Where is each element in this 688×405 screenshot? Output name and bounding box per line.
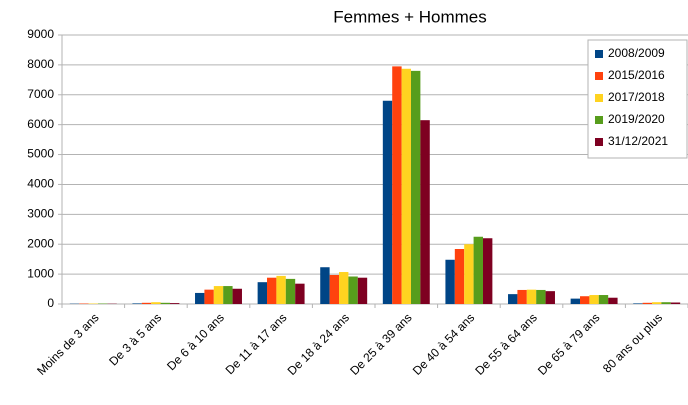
bar — [411, 71, 420, 304]
legend-swatch — [595, 72, 603, 80]
bar — [383, 101, 392, 304]
legend-label: 2019/2020 — [608, 112, 665, 126]
chart-title: Femmes + Hommes — [333, 7, 487, 26]
y-tick-label: 8000 — [27, 57, 54, 71]
bar — [546, 291, 555, 304]
x-tick-label: 80 ans ou plus — [600, 310, 665, 375]
bar — [508, 294, 517, 304]
x-tick-label: De 11 à 17 ans — [223, 310, 290, 377]
y-tick-label: 4000 — [27, 177, 54, 191]
x-tick-label: De 65 à 79 ans — [535, 310, 602, 377]
x-tick-label: De 6 à 10 ans — [164, 310, 227, 373]
bar — [599, 295, 608, 304]
x-tick-label: Moins de 3 ans — [34, 310, 101, 377]
bar — [233, 289, 242, 304]
bar — [286, 279, 295, 304]
bar — [402, 69, 411, 304]
bar — [392, 66, 401, 304]
y-tick-label: 3000 — [27, 207, 54, 221]
x-tick-label: De 40 à 54 ans — [410, 310, 477, 377]
bar — [464, 244, 473, 304]
bar — [643, 303, 652, 304]
legend-swatch — [595, 116, 603, 124]
bar — [170, 303, 179, 304]
bar — [420, 120, 429, 304]
bar — [580, 296, 589, 304]
y-tick-label: 2000 — [27, 236, 54, 250]
bar — [589, 295, 598, 304]
bar — [571, 299, 580, 304]
legend-label: 2017/2018 — [608, 90, 665, 104]
bar — [671, 303, 680, 304]
bar — [661, 302, 670, 304]
bar — [474, 237, 483, 304]
y-tick-label: 7000 — [27, 87, 54, 101]
bar — [527, 290, 536, 304]
y-tick-label: 9000 — [27, 27, 54, 41]
y-tick-label: 1000 — [27, 266, 54, 280]
bar — [517, 290, 526, 304]
bar — [204, 290, 213, 304]
x-tick-label: De 18 à 24 ans — [285, 310, 352, 377]
bar — [214, 286, 223, 304]
bar — [348, 277, 357, 304]
y-tick-label: 5000 — [27, 147, 54, 161]
bar — [142, 303, 151, 304]
x-tick-label: De 3 à 5 ans — [106, 310, 164, 368]
x-tick-label: De 25 à 39 ans — [347, 310, 414, 377]
bar — [132, 303, 141, 304]
y-tick-label: 0 — [47, 296, 54, 310]
bar — [223, 286, 232, 304]
bar — [536, 290, 545, 304]
bar — [320, 267, 329, 304]
legend-label: 2015/2016 — [608, 68, 665, 82]
y-tick-label: 6000 — [27, 117, 54, 131]
bar — [330, 275, 339, 304]
bar — [652, 302, 661, 304]
legend-swatch — [595, 50, 603, 58]
bar — [295, 284, 304, 304]
bar — [608, 298, 617, 304]
bar — [483, 238, 492, 304]
bar — [151, 302, 160, 304]
x-tick-label: De 55 à 64 ans — [472, 310, 539, 377]
legend-label: 31/12/2021 — [608, 134, 668, 148]
bar — [258, 282, 267, 304]
bar — [455, 249, 464, 304]
bar — [276, 276, 285, 304]
legend-label: 2008/2009 — [608, 46, 665, 60]
bar — [161, 303, 170, 304]
legend-swatch — [595, 138, 603, 146]
bar — [195, 293, 204, 304]
bar — [358, 278, 367, 304]
bar — [445, 260, 454, 304]
bar — [633, 303, 642, 304]
bar — [339, 272, 348, 304]
legend-swatch — [595, 94, 603, 102]
bar — [267, 278, 276, 304]
